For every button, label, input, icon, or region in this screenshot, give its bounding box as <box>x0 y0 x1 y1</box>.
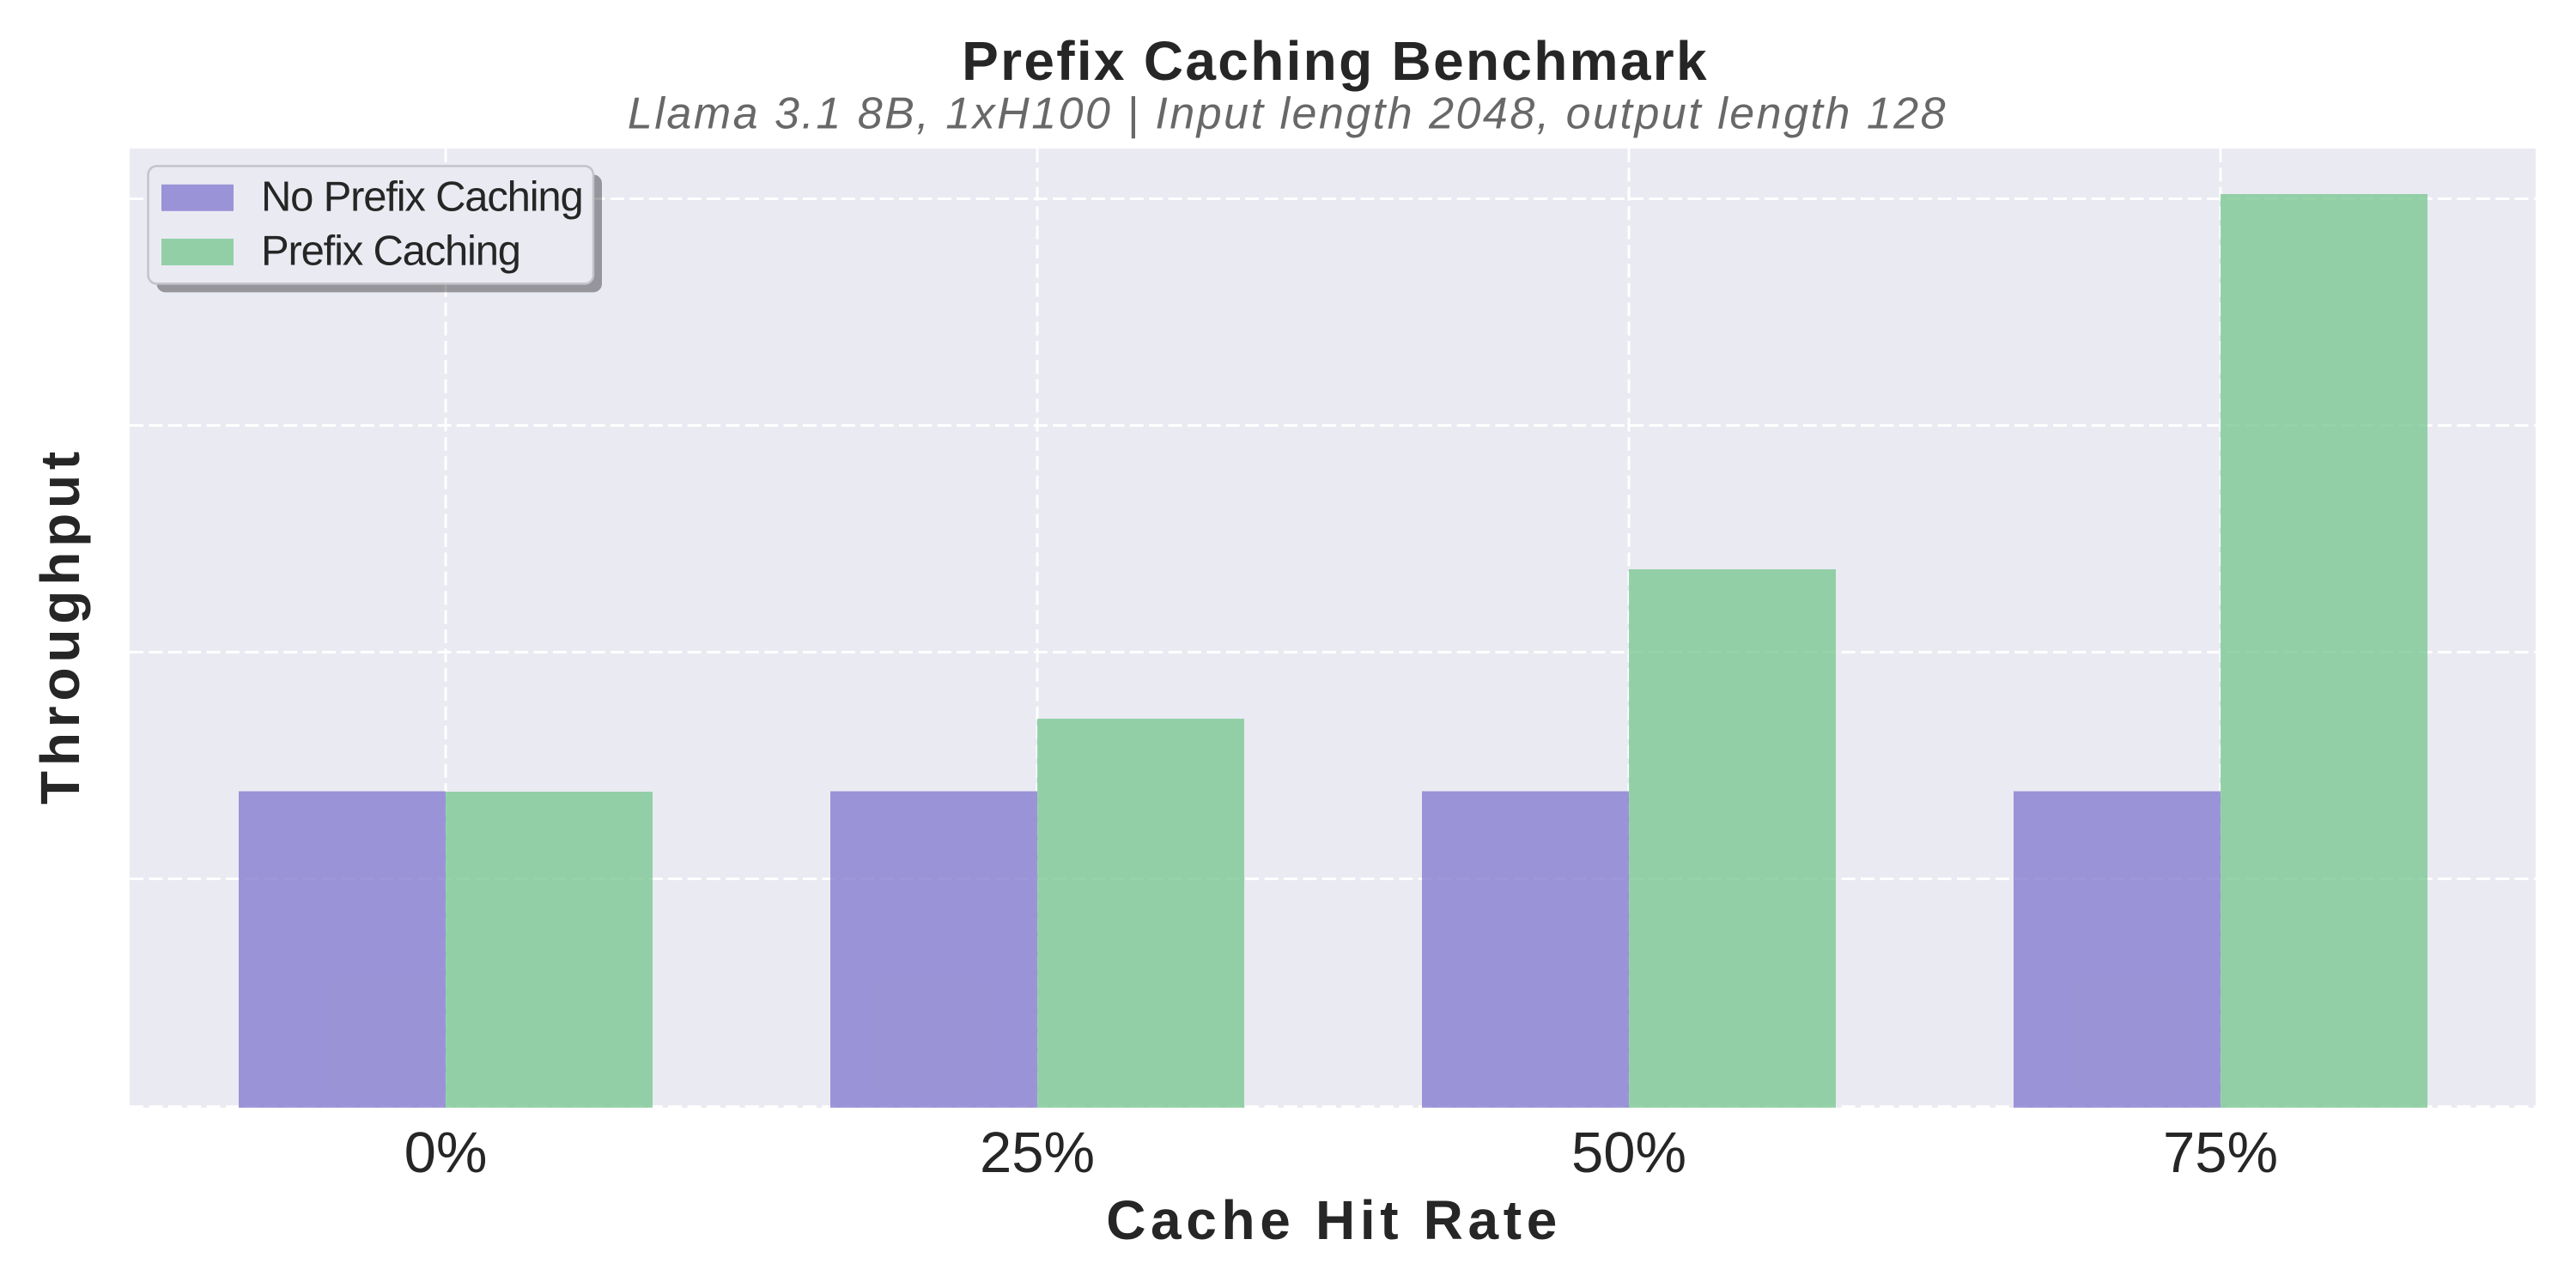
svg-text:0%: 0% <box>404 1121 488 1185</box>
svg-text:Cache Hit Rate: Cache Hit Rate <box>1106 1189 1562 1251</box>
svg-text:Throughput: Throughput <box>29 447 91 805</box>
svg-text:Prefix Caching Benchmark: Prefix Caching Benchmark <box>962 30 1709 92</box>
svg-text:75%: 75% <box>2163 1121 2278 1185</box>
svg-text:25%: 25% <box>980 1121 1095 1185</box>
svg-text:No Prefix Caching: No Prefix Caching <box>261 174 583 221</box>
svg-text:Prefix Caching: Prefix Caching <box>261 228 520 275</box>
svg-text:Llama 3.1 8B, 1xH100 | Input l: Llama 3.1 8B, 1xH100 | Input length 2048… <box>628 89 1947 139</box>
svg-text:50%: 50% <box>1571 1121 1686 1185</box>
